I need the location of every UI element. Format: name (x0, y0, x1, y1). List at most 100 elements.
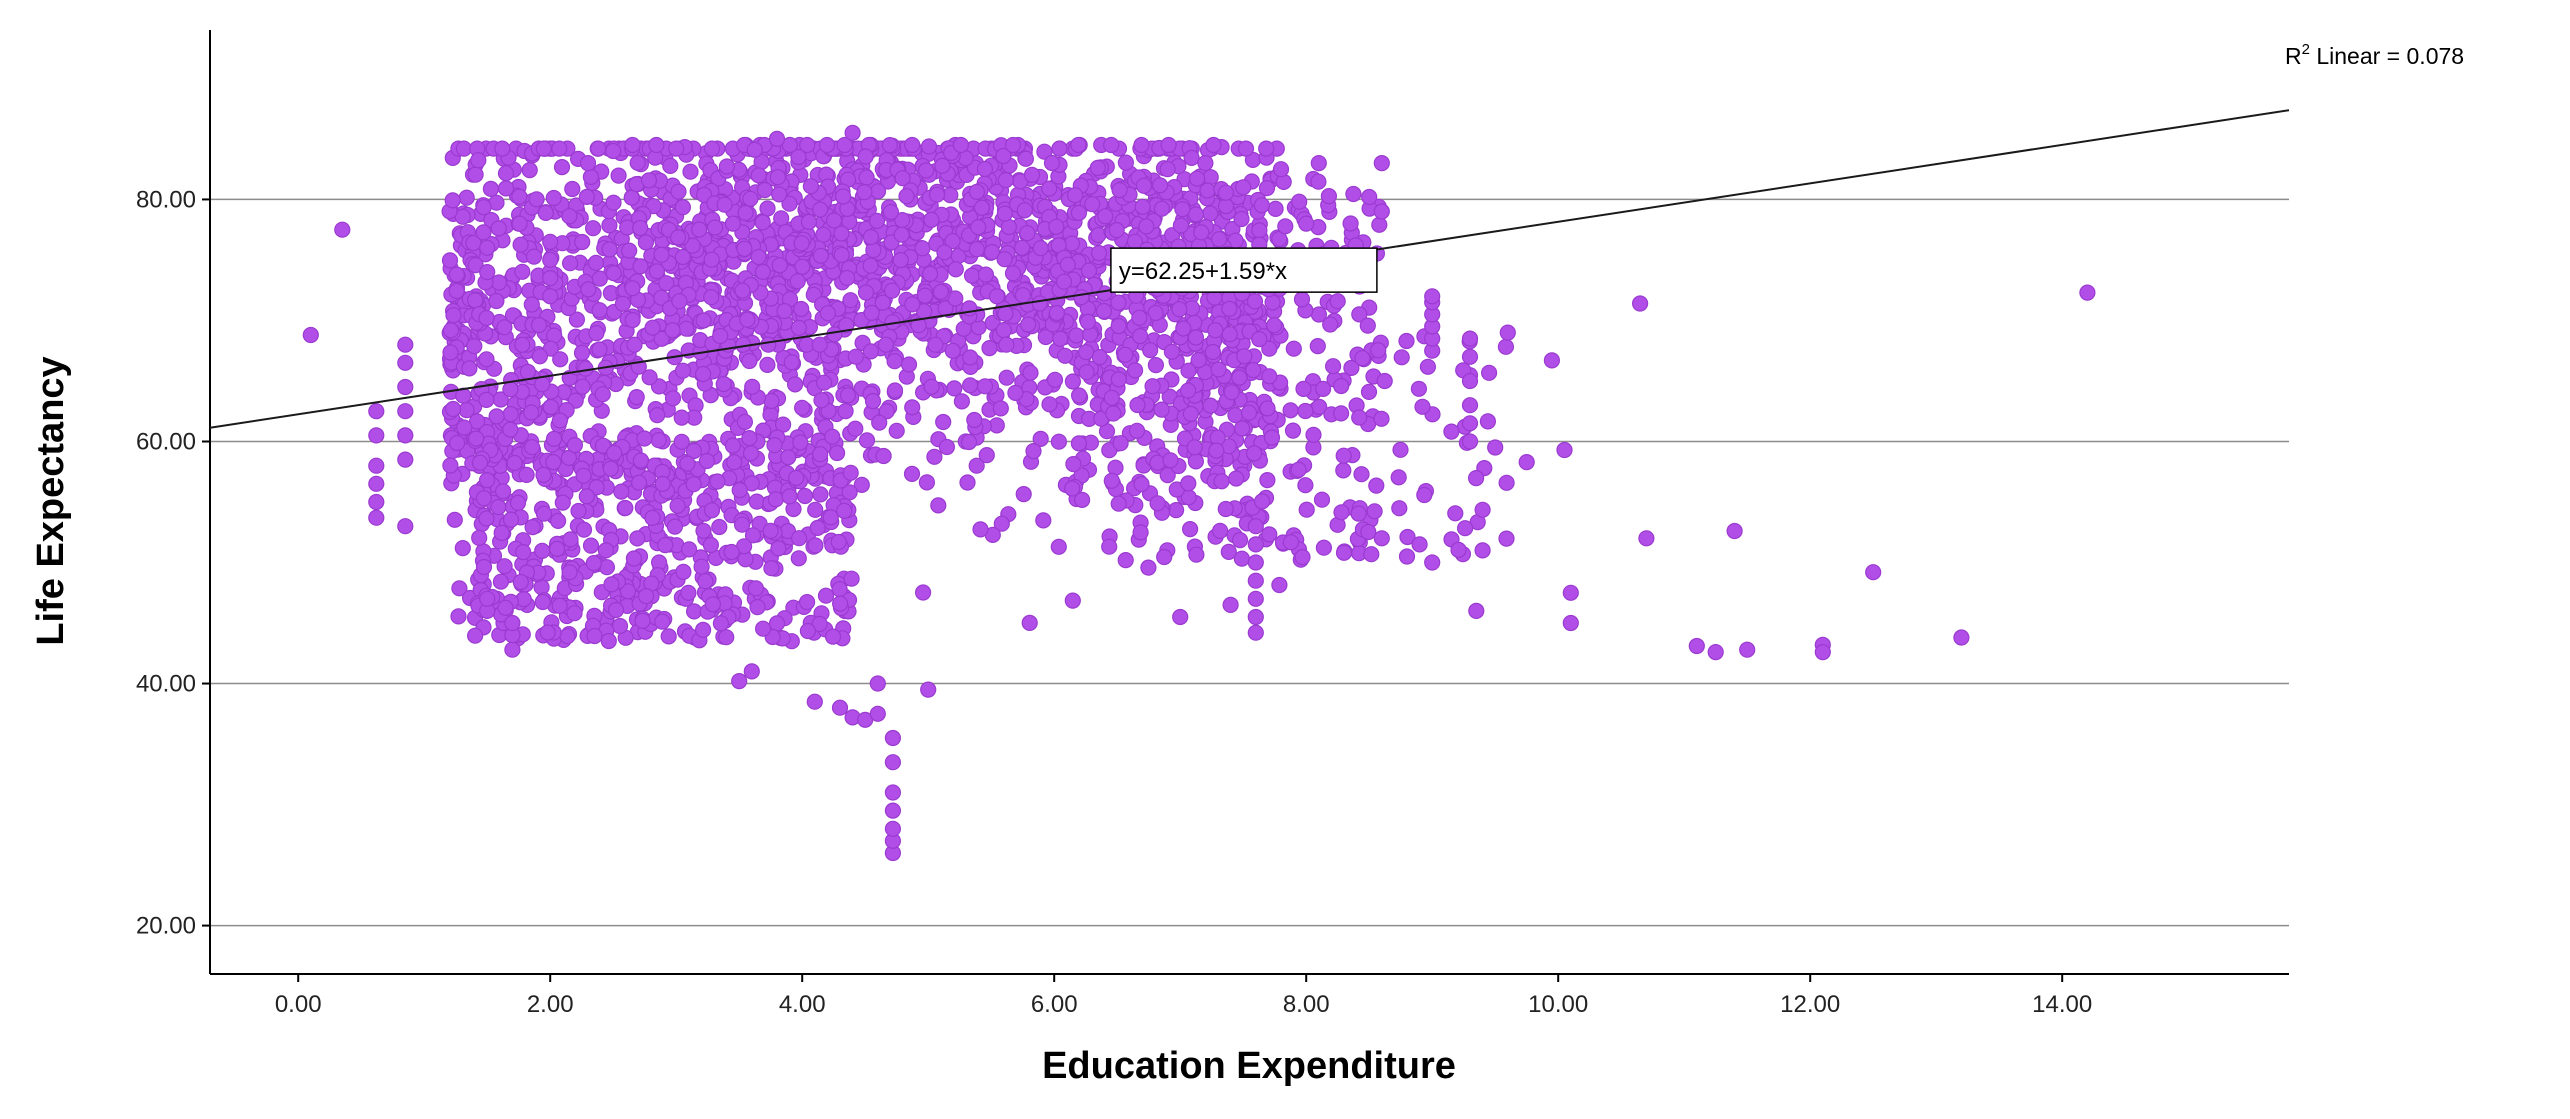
data-point (1217, 198, 1235, 215)
data-point (632, 258, 649, 275)
data-point (813, 392, 830, 409)
data-point (733, 516, 751, 533)
data-point (1345, 185, 1362, 203)
data-point (653, 246, 670, 263)
data-point (1149, 495, 1166, 512)
data-point (478, 309, 495, 327)
data-point (448, 266, 465, 283)
data-point (920, 681, 937, 698)
data-point (806, 693, 823, 710)
data-point (815, 374, 833, 391)
data-point (1266, 317, 1283, 334)
data-point (886, 382, 904, 399)
data-point (1247, 554, 1264, 571)
data-point (771, 257, 788, 274)
data-point (1188, 170, 1206, 187)
data-point (445, 400, 462, 418)
data-point (1059, 256, 1076, 273)
data-point (624, 136, 641, 154)
data-point (587, 254, 605, 271)
data-point (467, 292, 484, 309)
data-point (685, 442, 703, 460)
data-point (1351, 306, 1368, 323)
data-point (742, 190, 759, 207)
data-point (863, 304, 880, 321)
data-point (397, 427, 414, 444)
data-point (862, 343, 880, 360)
data-point (624, 312, 641, 329)
data-point (1000, 218, 1018, 236)
data-point (1132, 524, 1149, 541)
data-point (1131, 309, 1148, 326)
data-point (917, 162, 935, 179)
data-point (1498, 474, 1515, 491)
data-point (838, 269, 856, 287)
data-point (883, 282, 901, 299)
data-point (1363, 546, 1380, 563)
data-point (497, 180, 515, 197)
data-point (1180, 362, 1197, 379)
data-point (1236, 348, 1253, 365)
data-point (1022, 364, 1039, 381)
data-point (790, 550, 807, 567)
data-point (496, 319, 513, 336)
data-point (542, 270, 559, 287)
data-point (1335, 462, 1352, 479)
data-point (800, 213, 818, 230)
data-point (731, 672, 748, 690)
data-point (1392, 441, 1409, 458)
data-point (1247, 590, 1264, 607)
data-point (632, 219, 649, 237)
data-point (601, 241, 618, 258)
data-point (551, 412, 569, 429)
data-point (456, 419, 473, 436)
data-point (947, 261, 964, 278)
data-point (874, 294, 891, 311)
data-point (1450, 541, 1467, 559)
data-point (1631, 295, 1649, 312)
data-point (771, 186, 788, 203)
data-point (479, 472, 496, 489)
data-point (458, 189, 475, 206)
data-point (1066, 187, 1084, 204)
data-point (1562, 584, 1579, 601)
data-point (1221, 300, 1238, 317)
data-point (842, 292, 859, 309)
data-point (1391, 500, 1408, 517)
data-point (1021, 614, 1038, 632)
data-point (1140, 559, 1157, 576)
data-point (788, 469, 805, 486)
data-point (605, 194, 622, 211)
r-squared-superscript: 2 (2302, 41, 2310, 58)
data-point (750, 248, 767, 266)
data-point (952, 136, 970, 154)
data-point (1258, 140, 1275, 157)
data-point (1221, 326, 1238, 343)
data-point (839, 387, 857, 404)
data-point (442, 322, 460, 339)
data-point (1162, 452, 1179, 469)
data-point (1015, 486, 1032, 503)
data-point (1231, 531, 1249, 549)
data-point (1247, 572, 1264, 589)
data-point (1180, 475, 1197, 492)
data-point (831, 595, 849, 612)
data-point (1285, 340, 1302, 357)
data-point (1373, 410, 1390, 427)
data-point (1290, 461, 1307, 478)
data-point (582, 537, 600, 554)
data-point (545, 430, 563, 447)
data-point (368, 509, 385, 526)
data-point (545, 454, 562, 471)
data-point (1151, 177, 1169, 194)
data-point (844, 124, 861, 141)
data-point (497, 165, 515, 182)
data-point (1041, 396, 1058, 413)
data-point (1272, 161, 1290, 178)
data-point (650, 432, 667, 449)
data-point (798, 593, 816, 611)
data-point (531, 348, 549, 365)
data-point (521, 162, 538, 179)
y-tick-label: 60.00 (136, 428, 196, 455)
data-point (1258, 180, 1276, 197)
